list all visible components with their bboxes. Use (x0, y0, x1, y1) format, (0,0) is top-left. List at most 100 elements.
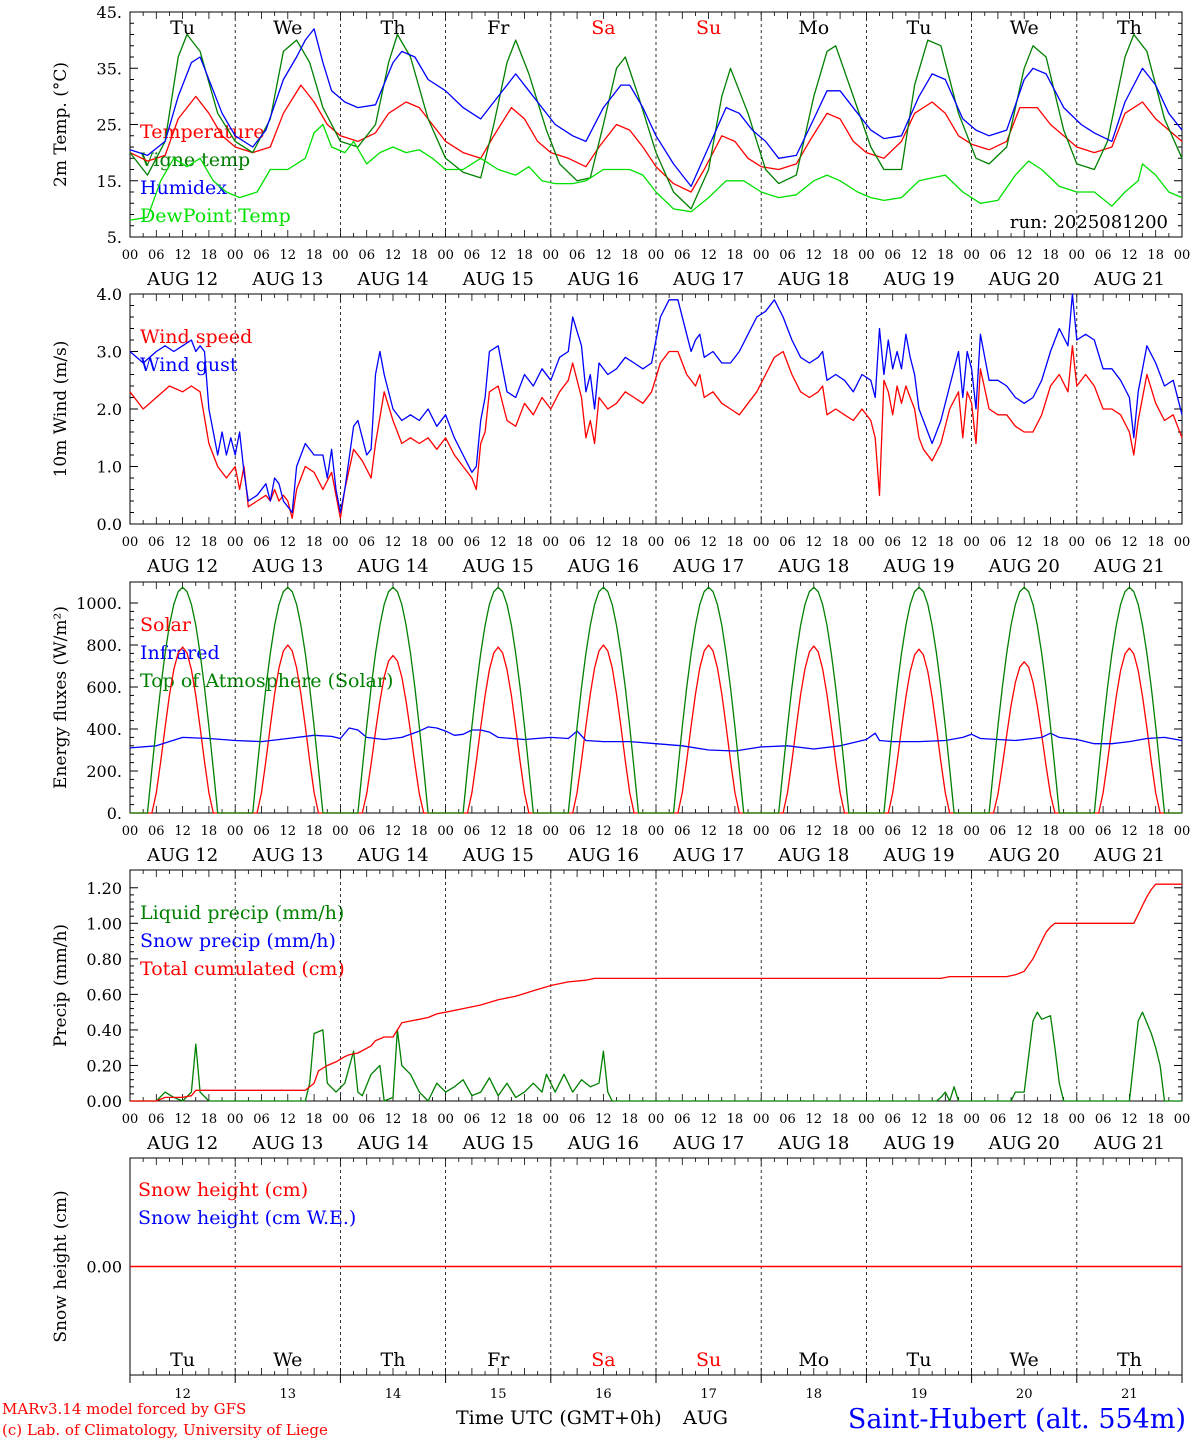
hour-label: 12 (595, 824, 612, 839)
hour-label: 06 (464, 1112, 481, 1127)
weekday-label: Tu (170, 1349, 195, 1371)
hour-label: 12 (911, 824, 928, 839)
hour-label: 12 (280, 535, 297, 550)
hour-label: 00 (122, 535, 139, 550)
hour-label: 00 (648, 248, 665, 263)
hour-label: 06 (569, 824, 586, 839)
lab-credit: (c) Lab. of Climatology, University of L… (2, 1421, 328, 1439)
hour-label: 06 (1095, 535, 1112, 550)
y-tick-label: 1.0 (97, 458, 122, 477)
hour-label: 12 (1121, 535, 1138, 550)
weekday-label: Su (696, 17, 721, 39)
hour-label: 12 (490, 248, 507, 263)
hour-label: 00 (543, 1112, 560, 1127)
hour-label: 12 (385, 1112, 402, 1127)
hour-label: 18 (306, 535, 323, 550)
date-label: AUG 21 (1093, 556, 1165, 577)
date-label: AUG 17 (672, 269, 744, 290)
hour-label: 12 (595, 1112, 612, 1127)
y-tick-label: 400. (86, 720, 122, 739)
hour-label: 12 (1121, 824, 1138, 839)
hour-label: 12 (1121, 1112, 1138, 1127)
hour-label: 00 (227, 824, 244, 839)
weekday-label: Su (696, 1349, 721, 1371)
hour-label: 18 (621, 824, 638, 839)
hour-label: 18 (1147, 535, 1164, 550)
date-label: AUG 17 (672, 845, 744, 866)
day-number: 21 (1121, 1387, 1138, 1402)
date-label: AUG 12 (146, 845, 218, 866)
weekday-label: We (273, 17, 302, 39)
hour-label: 18 (937, 535, 954, 550)
y-tick-label: 600. (86, 678, 122, 697)
hour-label: 06 (253, 824, 270, 839)
hour-label: 18 (937, 248, 954, 263)
legend-wind-speed: Wind speed (140, 326, 252, 348)
y-tick-label: 35. (97, 59, 122, 78)
date-label: AUG 21 (1093, 845, 1165, 866)
hour-label: 06 (148, 1112, 165, 1127)
hour-label: 18 (1042, 248, 1059, 263)
y-tick-label: 0.0 (97, 515, 122, 534)
wind-panel: 10m Wind (m/s) Wind speed Wind gust (51, 326, 252, 477)
panel-frame (129, 11, 1183, 238)
hour-label: 06 (779, 824, 796, 839)
wind-axis-label: 10m Wind (m/s) (51, 341, 71, 478)
hour-label: 06 (358, 824, 375, 839)
date-label: AUG 15 (462, 1133, 534, 1154)
date-label: AUG 13 (251, 1133, 323, 1154)
hour-label: 18 (727, 535, 744, 550)
weekday-label: Sa (591, 17, 615, 39)
station-name: Saint-Hubert (alt. 554m) (848, 1404, 1186, 1435)
day-number: 18 (806, 1387, 823, 1402)
energy-axis-label: Energy fluxes (W/m²) (51, 606, 71, 789)
weekday-label: We (1010, 1349, 1039, 1371)
hour-label: 18 (516, 1112, 533, 1127)
series-line-green (130, 586, 1182, 814)
legend-snow-height: Snow height (cm) (138, 1179, 308, 1201)
hour-label: 00 (122, 1112, 139, 1127)
time-axis-label: Time UTC (GMT+0h) (456, 1407, 662, 1429)
day-number: 17 (700, 1387, 717, 1402)
hour-label: 00 (332, 535, 349, 550)
hour-label: 00 (332, 1112, 349, 1127)
date-label: AUG 14 (356, 1133, 428, 1154)
hour-label: 06 (569, 248, 586, 263)
hour-label: 12 (1016, 248, 1033, 263)
hour-label: 18 (1147, 1112, 1164, 1127)
hour-label: 12 (1121, 248, 1138, 263)
date-label: AUG 20 (988, 845, 1060, 866)
hour-label: 12 (385, 248, 402, 263)
hour-label: 00 (1174, 824, 1191, 839)
date-label: AUG 18 (777, 269, 849, 290)
hour-label: 06 (884, 824, 901, 839)
hour-label: 18 (937, 1112, 954, 1127)
date-label: AUG 15 (462, 269, 534, 290)
hour-label: 18 (411, 535, 428, 550)
hour-label: 06 (674, 1112, 691, 1127)
weekday-label: Fr (487, 17, 510, 39)
y-tick-label: 15. (97, 172, 122, 191)
hour-label: 18 (411, 824, 428, 839)
hour-label: 06 (1095, 824, 1112, 839)
date-label: AUG 15 (462, 556, 534, 577)
legend-total-cumulated: Total cumulated (cm) (140, 958, 345, 980)
hour-label: 18 (832, 535, 849, 550)
weekday-label: Mo (798, 17, 829, 39)
hour-label: 06 (779, 248, 796, 263)
hour-label: 12 (700, 535, 717, 550)
date-label: AUG 12 (146, 269, 218, 290)
precip-axis-label: Precip (mm/h) (51, 924, 71, 1047)
hour-label: 12 (700, 824, 717, 839)
day-number: 15 (490, 1387, 507, 1402)
date-label: AUG 16 (567, 845, 639, 866)
hour-label: 18 (621, 535, 638, 550)
series-line-lightgreen (129, 123, 1183, 221)
hour-label: 06 (990, 824, 1007, 839)
temperature-panel: 2m Temp. (°C) Temperature Vigne temp Hum… (51, 62, 1168, 233)
weekday-label: We (1010, 17, 1039, 39)
y-tick-label: 45. (97, 3, 122, 22)
hour-label: 12 (174, 824, 191, 839)
